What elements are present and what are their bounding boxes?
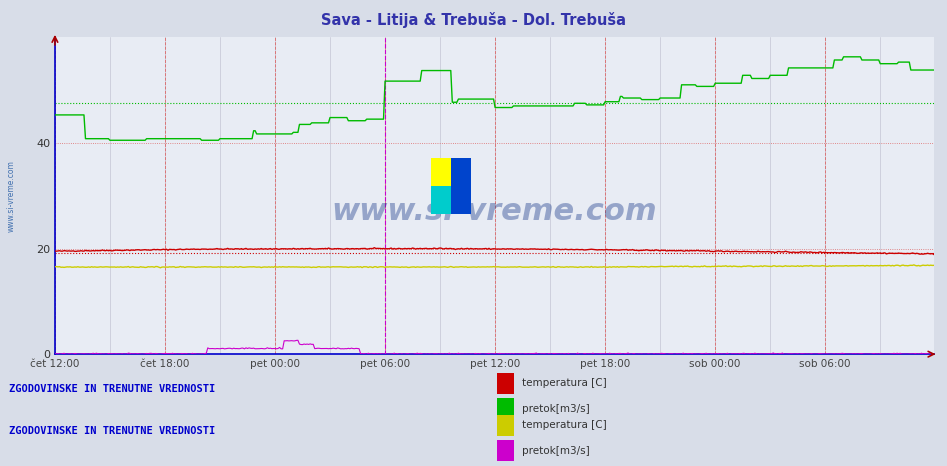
Text: Sava - Litija & Trebuša - Dol. Trebuša: Sava - Litija & Trebuša - Dol. Trebuša xyxy=(321,12,626,27)
Text: ZGODOVINSKE IN TRENUTNE VREDNOSTI: ZGODOVINSKE IN TRENUTNE VREDNOSTI xyxy=(9,384,216,394)
Bar xyxy=(451,186,471,214)
Text: temperatura [C]: temperatura [C] xyxy=(522,420,606,430)
Text: pretok[m3/s]: pretok[m3/s] xyxy=(522,404,590,414)
Bar xyxy=(431,186,451,214)
Bar xyxy=(451,158,471,186)
Text: www.si-vreme.com: www.si-vreme.com xyxy=(7,160,16,232)
Bar xyxy=(431,158,451,186)
Text: temperatura [C]: temperatura [C] xyxy=(522,378,606,388)
Text: pretok[m3/s]: pretok[m3/s] xyxy=(522,446,590,456)
Text: www.si-vreme.com: www.si-vreme.com xyxy=(331,197,657,226)
Text: ZGODOVINSKE IN TRENUTNE VREDNOSTI: ZGODOVINSKE IN TRENUTNE VREDNOSTI xyxy=(9,426,216,436)
